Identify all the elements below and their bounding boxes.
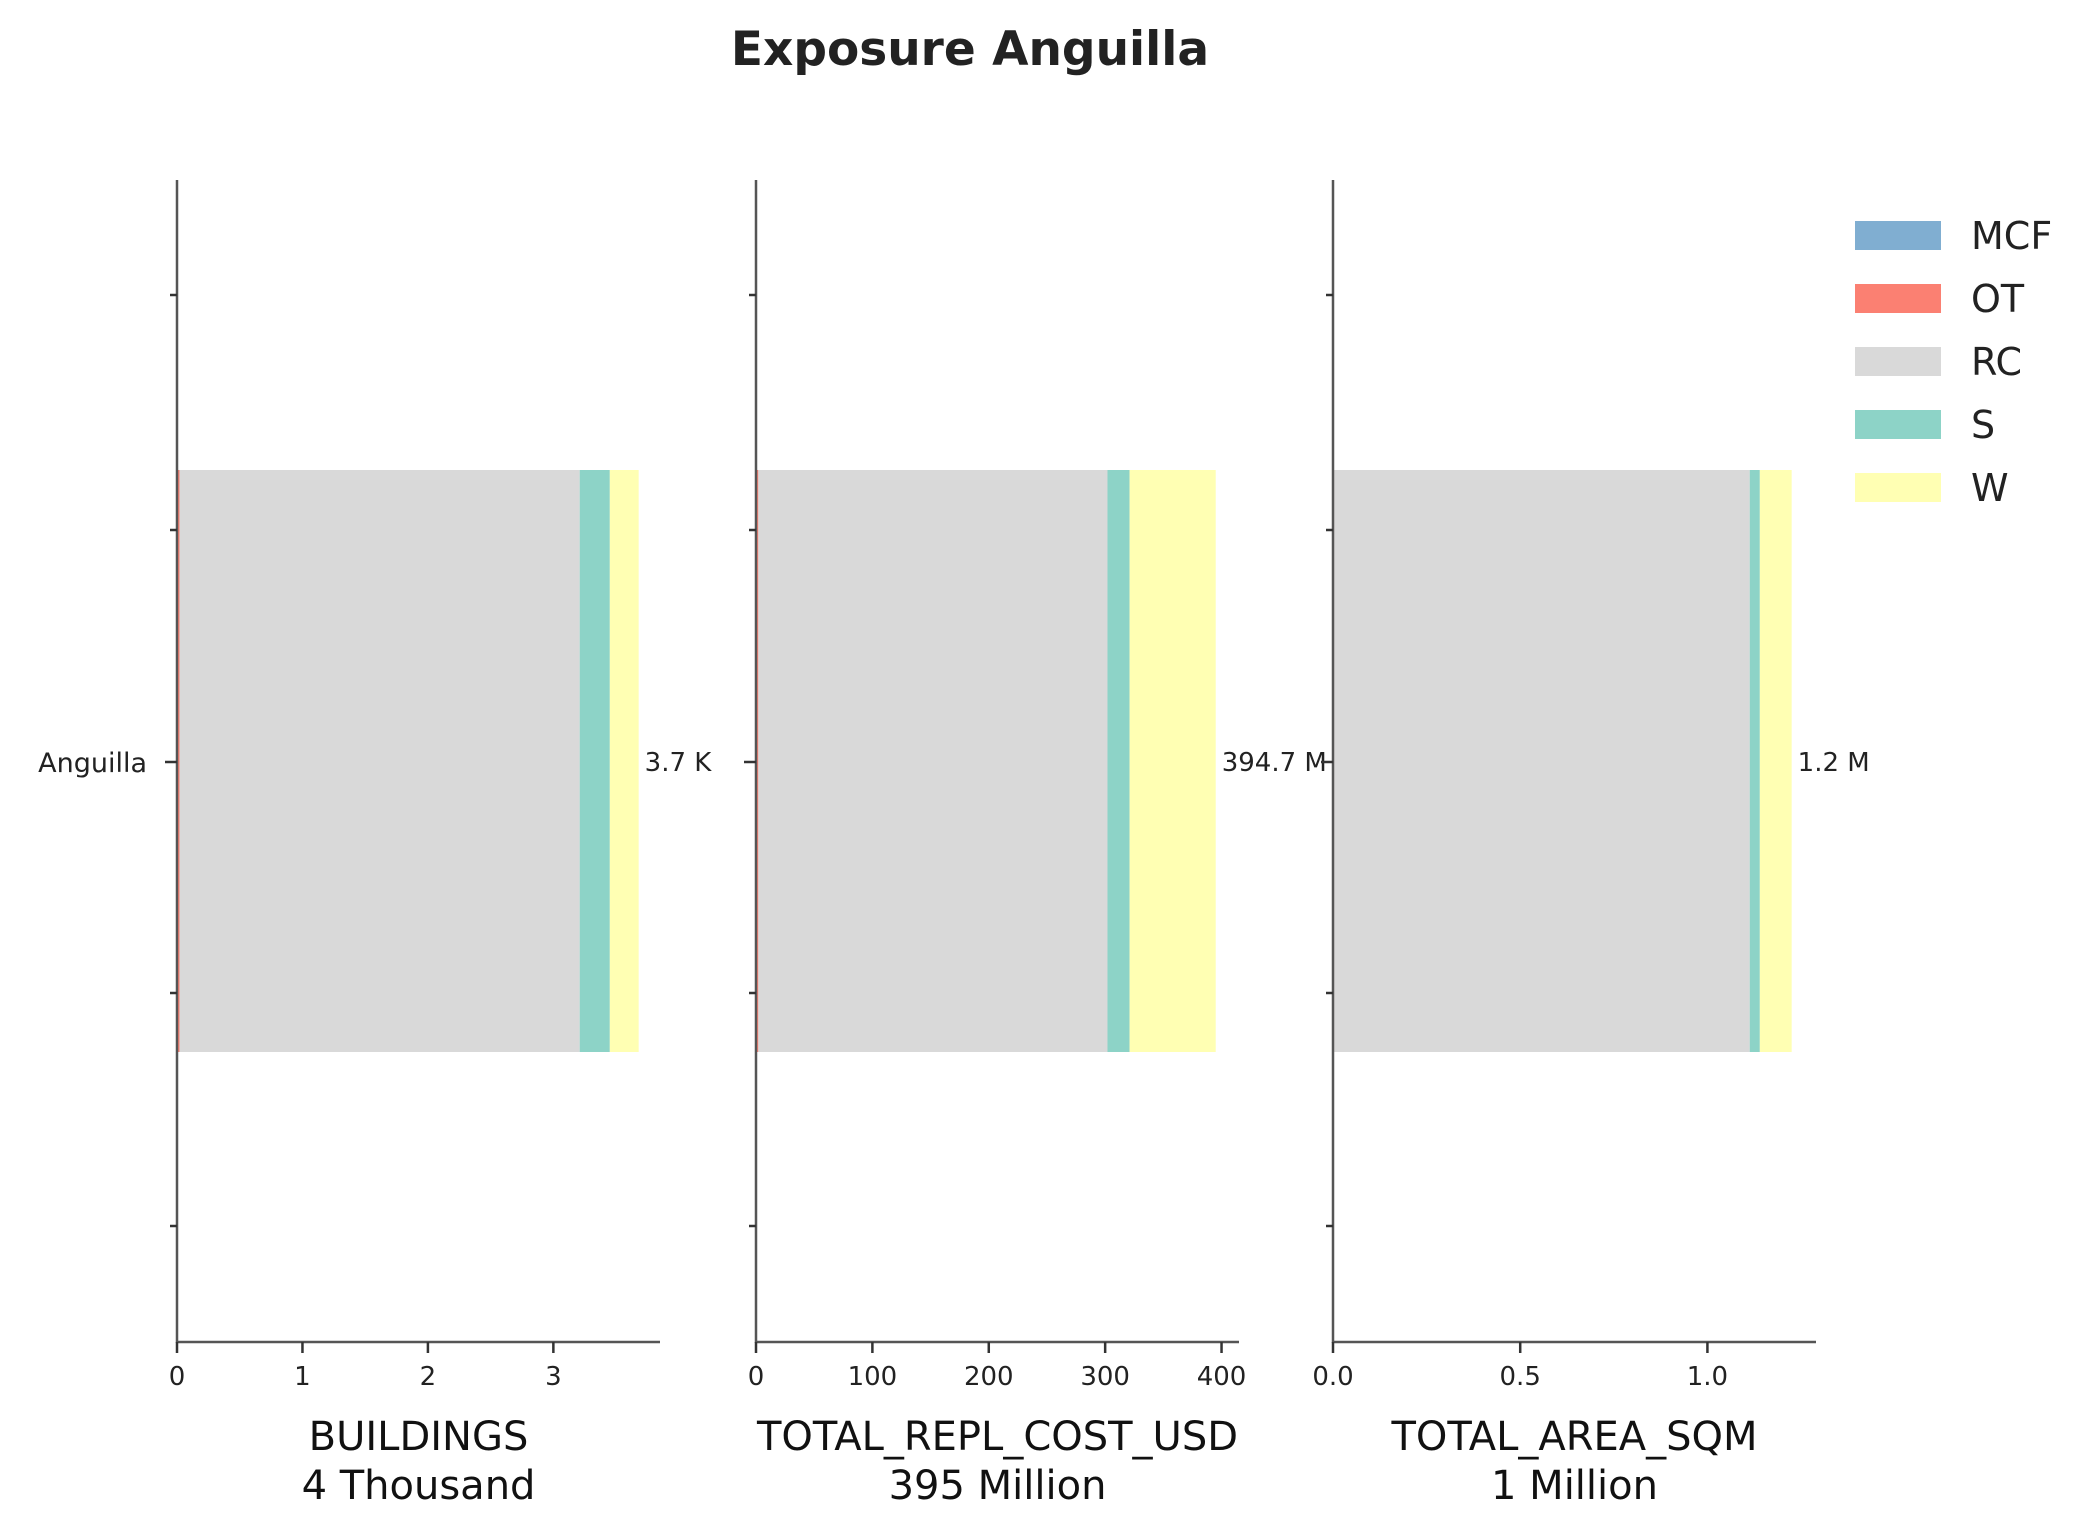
x-tick-label: 0 bbox=[169, 1362, 186, 1392]
x-tick-label: 0.0 bbox=[1312, 1362, 1353, 1392]
x-axis-label: TOTAL_AREA_SQM bbox=[1390, 1414, 1757, 1460]
x-tick-label: 2 bbox=[420, 1362, 437, 1392]
bar-total-label: 3.7 K bbox=[645, 748, 713, 778]
chart-title: Exposure Anguilla bbox=[731, 22, 1209, 77]
x-tick-label: 1 bbox=[294, 1362, 311, 1392]
panel-total-repl-cost-usd: 394.7 M 0 100 200 300 400 TOTAL_REPL_COST_USD3… bbox=[744, 180, 1327, 1509]
x-axis-total: 4 Thousand bbox=[302, 1463, 536, 1509]
x-tick-label: 0 bbox=[748, 1362, 765, 1392]
legend-swatch bbox=[1855, 284, 1941, 313]
x-axis-label: BUILDINGS bbox=[309, 1414, 529, 1460]
legend-swatch bbox=[1855, 473, 1941, 502]
bar-s-total-area-sqm bbox=[1749, 470, 1760, 1052]
bar-w-total-repl-cost-usd bbox=[1129, 470, 1216, 1052]
bar-rc-total-area-sqm bbox=[1334, 470, 1750, 1052]
bar-rc-total-repl-cost-usd bbox=[758, 470, 1108, 1052]
x-axis-label: TOTAL_REPL_COST_USD bbox=[756, 1414, 1238, 1460]
legend-swatch bbox=[1855, 221, 1941, 250]
x-tick-label: 400 bbox=[1197, 1362, 1247, 1392]
x-tick-label: 0.5 bbox=[1500, 1362, 1541, 1392]
x-tick-label: 300 bbox=[1080, 1362, 1130, 1392]
legend-label: MCF bbox=[1971, 214, 2052, 258]
legend-label: RC bbox=[1971, 340, 2022, 384]
x-tick-label: 100 bbox=[848, 1362, 898, 1392]
category-label: Anguilla bbox=[38, 748, 147, 779]
bar-s-buildings bbox=[579, 470, 610, 1052]
legend-item-w: W bbox=[1855, 466, 2009, 510]
x-tick-label: 200 bbox=[964, 1362, 1014, 1392]
legend-label: W bbox=[1971, 466, 2009, 510]
x-axis-total: 1 Million bbox=[1491, 1463, 1658, 1509]
bar-total-label: 1.2 M bbox=[1798, 748, 1870, 778]
legend-swatch bbox=[1855, 347, 1941, 376]
x-tick-label: 1.0 bbox=[1687, 1362, 1728, 1392]
x-tick-label: 3 bbox=[545, 1362, 562, 1392]
legend-item-ot: OT bbox=[1855, 277, 2025, 321]
bar-w-buildings bbox=[609, 470, 639, 1052]
legend-label: S bbox=[1971, 403, 1995, 447]
legend-item-rc: RC bbox=[1855, 340, 2022, 384]
chart-legend: MCF OT RC SW bbox=[1855, 214, 2052, 510]
x-axis-total: 395 Million bbox=[889, 1463, 1107, 1509]
legend-item-mcf: MCF bbox=[1855, 214, 2052, 258]
legend-label: OT bbox=[1971, 277, 2025, 321]
legend-item-s: S bbox=[1855, 403, 1995, 447]
bar-s-total-repl-cost-usd bbox=[1107, 470, 1130, 1052]
bar-w-total-area-sqm bbox=[1759, 470, 1792, 1052]
bar-ot-buildings bbox=[177, 470, 180, 1052]
bar-total-label: 394.7 M bbox=[1222, 748, 1327, 778]
legend-swatch bbox=[1855, 410, 1941, 439]
bar-rc-buildings bbox=[179, 470, 580, 1052]
